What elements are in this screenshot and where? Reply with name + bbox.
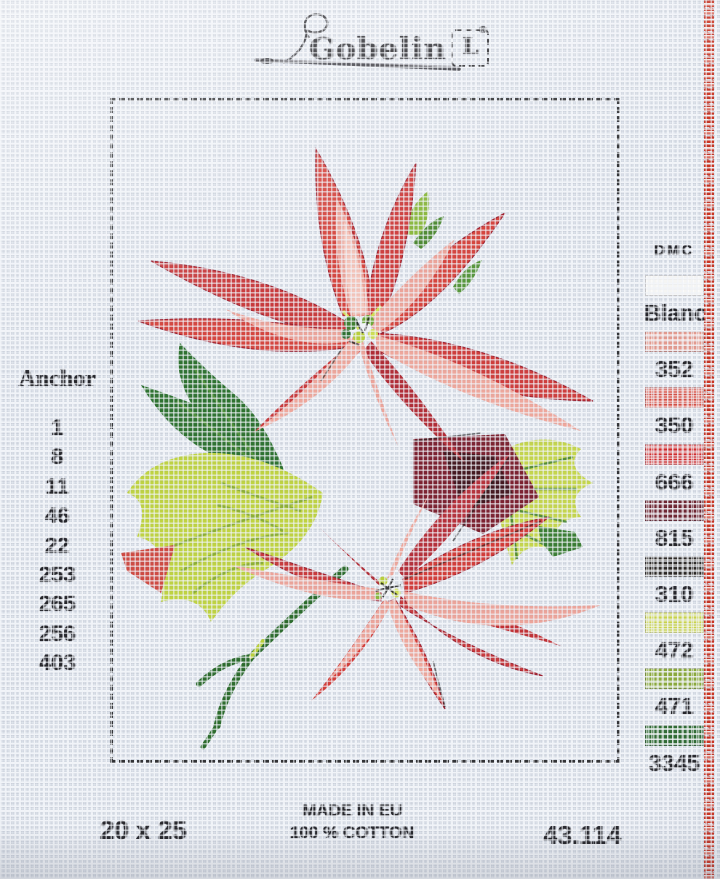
dmc-code: 352 bbox=[654, 356, 694, 383]
dmc-code: 310 bbox=[654, 580, 694, 607]
brand-mark: L bbox=[461, 33, 479, 60]
dmc-swatch-item: Blanc bbox=[644, 275, 707, 331]
thread-color-swatch bbox=[644, 275, 704, 296]
thread-color-swatch bbox=[644, 499, 704, 521]
brand-name: Gobelin bbox=[309, 32, 447, 67]
anchor-code: 11 bbox=[45, 473, 69, 499]
anchor-code: 265 bbox=[38, 591, 76, 617]
anchor-color-key: Anchor 1 8 11 46 22 253 265 256 403 bbox=[12, 366, 102, 678]
anchor-code: 256 bbox=[38, 620, 76, 646]
thread-color-swatch bbox=[644, 443, 704, 465]
dmc-swatch-item: 471 bbox=[644, 668, 704, 724]
material-label: 100 % COTTON bbox=[289, 823, 415, 842]
thread-color-swatch bbox=[644, 555, 704, 577]
dmc-code: 666 bbox=[654, 468, 694, 495]
dmc-code: 815 bbox=[654, 524, 694, 551]
anchor-header: Anchor bbox=[18, 366, 96, 392]
thread-color-swatch bbox=[644, 724, 704, 746]
dmc-swatch-item: 3345 bbox=[644, 724, 704, 781]
anchor-code-list: 1 8 11 46 22 253 265 256 403 bbox=[12, 413, 102, 678]
dmc-swatch-item: 352 bbox=[644, 331, 704, 387]
made-in-label: MADE IN EU bbox=[301, 801, 403, 820]
dmc-code: Blanc bbox=[644, 300, 707, 326]
anchor-code: 253 bbox=[38, 561, 76, 587]
thread-color-swatch bbox=[644, 668, 704, 690]
origin-material-block: MADE IN EU 100 % COTTON bbox=[272, 800, 432, 844]
anchor-code: 1 bbox=[50, 415, 64, 440]
registered-trademark-symbol: ® bbox=[479, 25, 487, 36]
dmc-code: 471 bbox=[654, 693, 694, 720]
dmc-swatch-list: Blanc 352 350 666 bbox=[644, 275, 707, 781]
thread-color-swatch bbox=[644, 612, 704, 634]
red-serged-edge bbox=[704, 0, 714, 879]
thread-color-swatch bbox=[644, 387, 704, 409]
anchor-code: 403 bbox=[38, 650, 76, 676]
anchor-code: 8 bbox=[50, 444, 64, 470]
thread-color-swatch bbox=[644, 331, 704, 353]
dmc-color-key: DMC Blanc 352 350 bbox=[644, 242, 707, 781]
dmc-swatch-item: 666 bbox=[644, 443, 704, 500]
anchor-code: 22 bbox=[44, 532, 70, 558]
article-number-label: 43.114 bbox=[542, 820, 622, 850]
dmc-code: 472 bbox=[654, 637, 694, 664]
poinsettia-artwork bbox=[121, 147, 601, 750]
design-frame bbox=[110, 98, 620, 763]
dmc-code: 3345 bbox=[648, 749, 700, 776]
dmc-swatch-item: 350 bbox=[644, 387, 704, 443]
dmc-header: DMC bbox=[653, 242, 695, 259]
brand-logo: Gobelin L ® bbox=[253, 10, 499, 78]
anchor-code: 46 bbox=[44, 503, 70, 529]
dmc-swatch-item: 815 bbox=[644, 499, 704, 556]
dmc-swatch-item: 472 bbox=[644, 612, 704, 668]
dmc-swatch-item: 310 bbox=[644, 555, 704, 612]
dmc-code: 350 bbox=[654, 412, 694, 439]
canvas-size-label: 20 x 25 bbox=[99, 815, 187, 845]
